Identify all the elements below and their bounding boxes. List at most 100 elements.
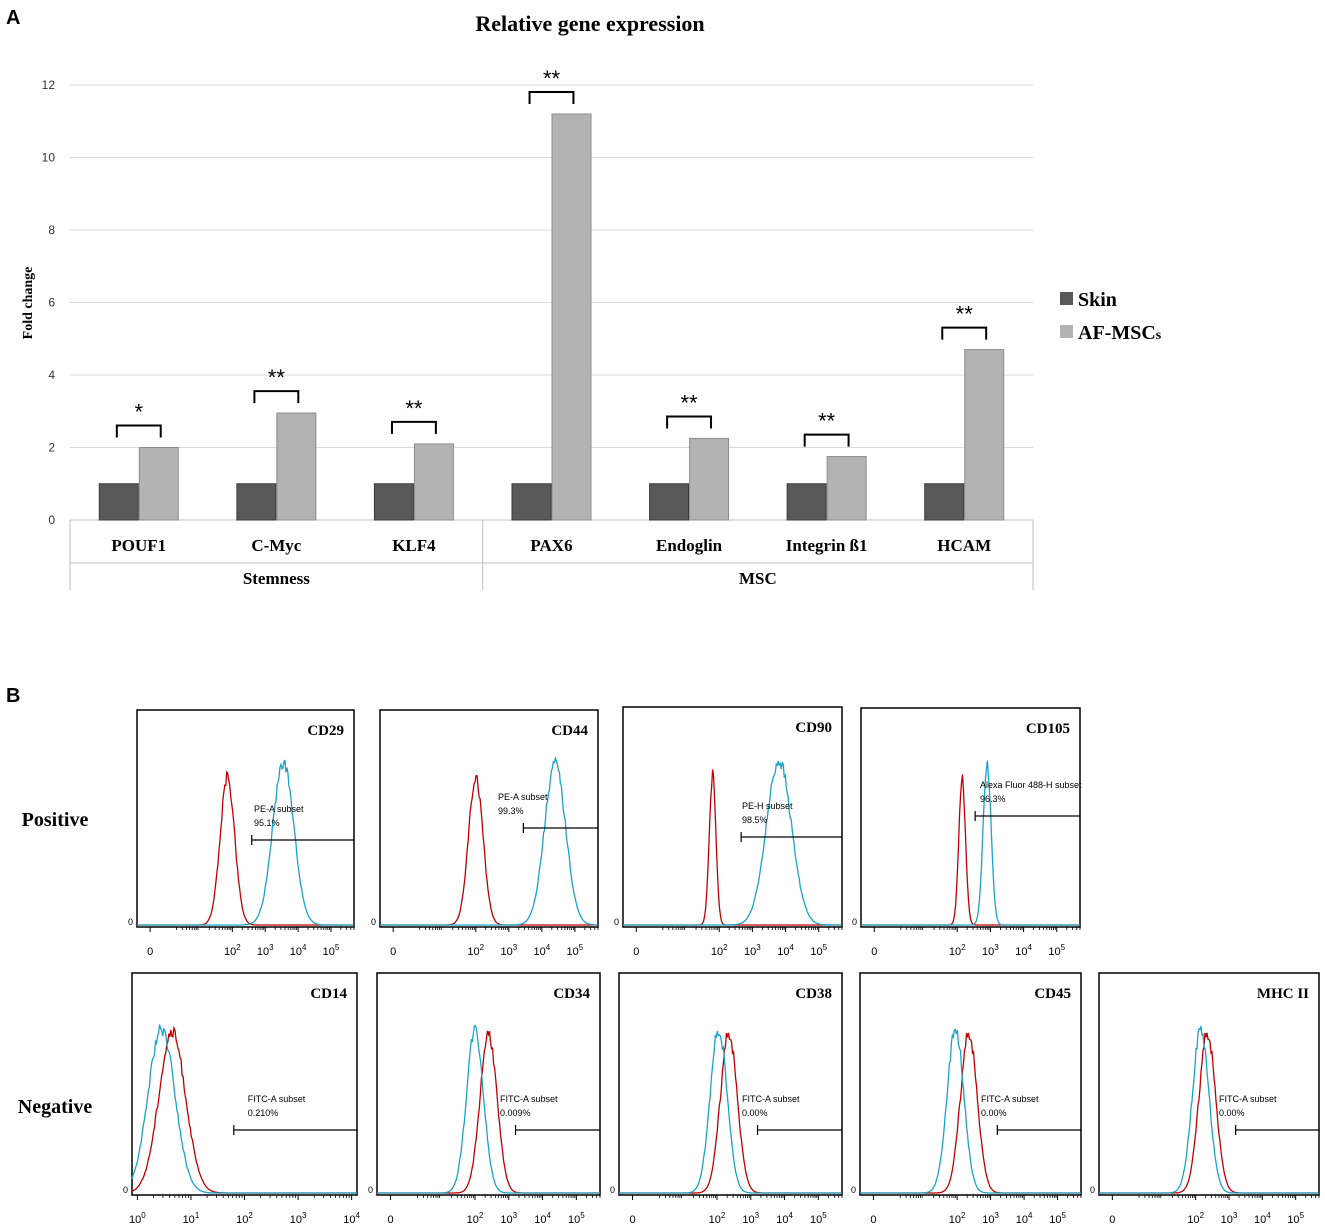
category-label: Endoglin [656,536,723,555]
x-tick-label: 104 [533,943,550,958]
gate-percent: 0.00% [1219,1108,1245,1118]
y-zero-label: 0 [851,1185,856,1195]
histogram-cd29: CD29 0 0 102 103 104 105 PE-A subset 95.1% [128,709,355,958]
x-tick-label: 0 [1109,1214,1115,1226]
x-tick-label: 0 [390,946,396,958]
x-tick-label: 103 [1221,1211,1238,1226]
legend-swatch-afmsc [1060,325,1073,338]
x-tick-label: 102 [949,943,966,958]
sample-trace [137,759,354,926]
gate-percent: 98.5% [742,815,768,825]
x-tick-label: 101 [183,1211,200,1226]
x-tick-exponent: 2 [480,943,485,952]
bar-skin-pax6 [511,483,552,521]
significance-bracket [253,390,300,404]
gate-percent: 0.00% [742,1108,768,1118]
x-tick-exponent: 3 [1233,1211,1238,1220]
bar-skin-klf4 [373,483,414,521]
x-tick-exponent: 3 [994,943,999,952]
histogram-cd105: CD105 0 0 102 103 104 105 Alexa Fluor 488-H sub… [852,707,1082,958]
x-tick-label: 105 [1287,1211,1304,1226]
bar-skin-pouf1 [98,483,139,521]
y-tick-label: 6 [48,296,55,310]
bar-afmsc-endoglin [689,437,730,521]
x-tick-label: 102 [236,1211,253,1226]
marker-label: CD45 [1034,986,1071,1002]
x-tick-label: 103 [982,943,999,958]
sample-trace [861,760,1080,926]
x-tick-label: 104 [1254,1211,1271,1226]
gate-percent: 0.00% [981,1108,1007,1118]
x-tick-label: 102 [711,943,728,958]
row-label-positive: Positive [22,809,89,831]
legend-label-suffix: s [1156,328,1162,343]
x-tick-exponent: 5 [1300,1211,1305,1220]
gate-percent: 96.3% [980,794,1006,804]
histogram-frame [1098,972,1320,1196]
x-tick-exponent: 2 [721,1211,726,1220]
histogram-cd44: CD44 0 0 102 103 104 105 PE-A subset 99.3% [371,709,599,958]
x-tick-label: 105 [1049,1211,1066,1226]
histogram-cd38: CD38 0 0 102 103 104 105 FITC-A subset 0.00% [610,972,843,1226]
x-tick-label: 102 [1187,1211,1204,1226]
flow-cytometry: Positive Negative CD29 0 0 102 103 104 105 PE-A… [18,706,1320,1226]
marker-label: CD38 [795,986,832,1002]
sample-trace [380,755,599,926]
x-tick-label: 104 [1016,1211,1033,1226]
x-tick-exponent: 4 [1027,943,1032,952]
x-tick-label: 0 [147,946,153,958]
y-tick-label: 0 [48,513,55,527]
x-tick-label: 105 [568,1211,585,1226]
x-tick-exponent: 5 [580,1211,585,1220]
row-label-negative: Negative [18,1096,93,1118]
sample-trace [131,1024,357,1194]
x-tick-exponent: 2 [236,943,241,952]
y-tick-label: 10 [42,151,56,165]
x-tick-label: 102 [467,1211,484,1226]
y-tick-label: 12 [42,78,56,92]
bar-afmsc-integrin-1 [826,456,867,521]
x-tick-label: 103 [257,943,274,958]
marker-label: CD29 [307,723,344,739]
x-tick-exponent: 4 [1266,1211,1271,1220]
x-tick-label: 103 [500,1211,517,1226]
marker-label: CD44 [551,723,588,739]
sample-trace [377,1024,600,1194]
marker-label: CD90 [795,720,832,736]
bar-afmsc-klf4 [413,443,454,521]
x-tick-exponent: 2 [248,1211,253,1220]
x-tick-label: 102 [949,1211,966,1226]
x-tick-label: 104 [290,943,307,958]
x-tick-label: 103 [744,943,761,958]
histogram-frame [376,972,601,1196]
chart-title: Relative gene expression [475,11,704,36]
x-tick-label: 102 [709,1211,726,1226]
gate-label: PE-A subset [498,792,548,802]
x-tick-label: 104 [1015,943,1032,958]
y-tick-label: 2 [48,441,55,455]
significance-bracket [115,424,162,438]
bar-skin-integrin-1 [786,483,827,521]
x-tick-exponent: 3 [302,1211,307,1220]
x-tick-exponent: 5 [822,1211,827,1220]
histogram-cd45: CD45 0 0 102 103 104 105 FITC-A subset 0.00% [851,972,1082,1226]
significance-marker: ** [681,390,699,415]
significance-bracket [528,91,575,104]
significance-bracket [803,433,850,447]
x-tick-label: 104 [534,1211,551,1226]
histogram-mhc-ii: MHC II 0 0 102 103 104 105 FITC-A subset 0.00% [1090,972,1320,1226]
x-tick-exponent: 5 [1061,943,1066,952]
x-tick-label: 104 [776,1211,793,1226]
x-tick-exponent: 5 [579,943,584,952]
y-tick-label: 8 [48,223,55,237]
histogram-cd34: CD34 0 0 102 103 104 105 FITC-A subset 0.009% [368,972,601,1226]
legend-label-skin: Skin [1078,289,1117,311]
histogram-frame [618,972,843,1196]
gate-label: PE-A subset [254,804,304,814]
x-tick-label: 0 [629,1214,635,1226]
x-tick-label: 105 [567,943,584,958]
x-tick-exponent: 4 [788,1211,793,1220]
marker-label: CD14 [310,986,347,1002]
y-zero-label: 0 [128,917,133,927]
